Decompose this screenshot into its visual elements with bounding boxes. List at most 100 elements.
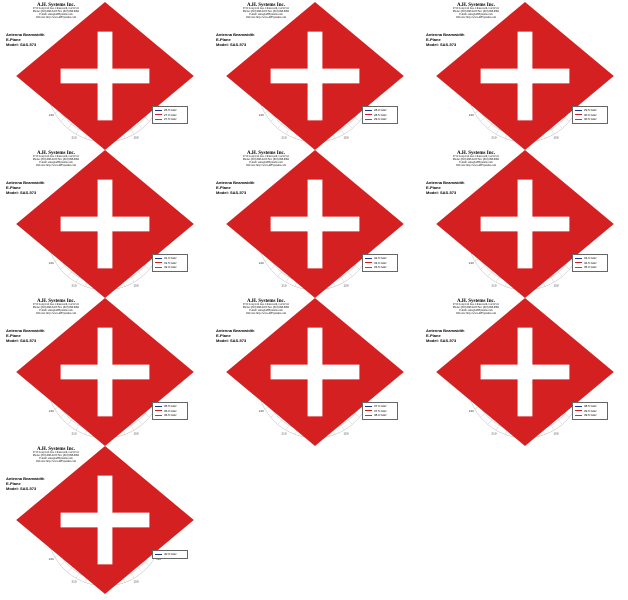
legend-label: 31.0 GHz (164, 256, 177, 261)
company-address-line: Phone: (818) 998-0223 Fax: (818) 998-689… (452, 10, 500, 14)
chart-panel: 03060901201501802102402703003300-5-10-15… (212, 2, 418, 150)
chart-title-line: E-Plane (6, 185, 21, 190)
legend-label: 35.5 GHz (164, 404, 177, 409)
company-address-line: E-mail: sales@AHSystems.com (39, 309, 73, 313)
chart-title: Antenna Beamwidth E-Plane Model: SAS-573 (216, 32, 254, 47)
company-header: A.H. Systems Inc. 9710 Cozycroft Ave. Cha… (226, 151, 306, 168)
company-address-line: Web site: http://www.AHSystems.com (35, 16, 77, 20)
legend-swatch (365, 405, 372, 407)
chart-panel: 03060901201501802102402703003300-5-10-15… (2, 446, 208, 594)
legend-entry: 36.5 GHz (155, 413, 185, 418)
chart-title-line: Model: SAS-573 (426, 338, 457, 343)
angle-tick-label: 120 (156, 557, 161, 561)
legend: 28.0 GHz 28.5 GHz 29.0 GHz (362, 106, 398, 124)
company-address-line: Web site: http://www.AHSystems.com (455, 312, 497, 316)
company-name: A.H. Systems Inc. (37, 151, 75, 156)
company-logo-icon (226, 298, 404, 446)
legend-label: 32.0 GHz (164, 265, 177, 270)
company-address-line: Phone: (818) 998-0223 Fax: (818) 998-689… (452, 158, 500, 162)
chart-panel: 03060901201501802102402703003300-5-10-15… (212, 150, 418, 298)
company-address-line: E-mail: sales@AHSystems.com (39, 13, 73, 17)
logo-cross (60, 179, 150, 269)
company-address-line: Web site: http://www.AHSystems.com (35, 312, 77, 316)
angle-tick-label: 210 (71, 580, 76, 584)
chart-title-line: Antenna Beamwidth (6, 32, 45, 37)
legend-label: 33.0 GHz (374, 260, 387, 265)
chart-title-line: Model: SAS-573 (426, 190, 457, 195)
chart-panel: 03060901201501802102402703003300-5-10-15… (2, 2, 208, 150)
company-header: A.H. Systems Inc. 9710 Cozycroft Ave. Cha… (226, 3, 306, 20)
legend-swatch (575, 114, 582, 116)
logo-cross (480, 31, 570, 121)
legend-swatch (365, 118, 372, 120)
company-logo-icon (436, 150, 614, 298)
legend-label: 28.0 GHz (374, 108, 387, 113)
chart-title-line: Model: SAS-573 (426, 42, 457, 47)
logo-cross (270, 179, 360, 269)
chart-title-line: E-Plane (216, 333, 231, 338)
chart-title-line: Antenna Beamwidth (426, 328, 465, 333)
angle-tick-label: 240 (469, 261, 474, 265)
legend-swatch (575, 262, 582, 264)
angle-tick-label: 210 (491, 284, 496, 288)
legend-entry: 35.0 GHz (575, 265, 605, 270)
chart-title: Antenna Beamwidth E-Plane Model: SAS-573 (6, 476, 44, 491)
legend-entry: 29.5 GHz (575, 108, 605, 113)
company-header: A.H. Systems Inc. 9710 Cozycroft Ave. Cha… (436, 3, 516, 20)
chart-title-line: Model: SAS-573 (6, 486, 37, 491)
company-logo-icon (436, 2, 614, 150)
logo-cross (480, 327, 570, 417)
legend-label: 34.5 GHz (584, 260, 597, 265)
chart-panel: 03060901201501802102402703003300-5-10-15… (212, 298, 418, 446)
legend-entry: 33.0 GHz (365, 261, 395, 266)
legend-entry: 27.5 GHz (155, 117, 185, 122)
legend-swatch (365, 114, 372, 116)
chart-title: Antenna Beamwidth E-Plane Model: SAS-573 (216, 328, 254, 343)
company-logo-icon (436, 298, 614, 446)
company-logo-icon (16, 298, 194, 446)
chart-title-line: Antenna Beamwidth (6, 180, 45, 185)
legend-entry: 32.0 GHz (155, 265, 185, 270)
legend: 37.0 GHz 37.5 GHz 38.0 GHz (362, 402, 398, 420)
angle-tick-label: 150 (553, 136, 558, 140)
company-address-line: E-mail: sales@AHSystems.com (249, 161, 283, 165)
legend-swatch (155, 257, 162, 259)
company-header: A.H. Systems Inc. 9710 Cozycroft Ave. Cha… (16, 151, 96, 168)
company-address-line: E-mail: sales@AHSystems.com (39, 161, 73, 165)
legend-entry: 26.5 GHz (155, 108, 185, 113)
company-address-line: 9710 Cozycroft Ave. Chatsworth, CA 91311 (453, 303, 499, 307)
company-address-line: Phone: (818) 998-0223 Fax: (818) 998-689… (242, 158, 290, 162)
company-name: A.H. Systems Inc. (37, 299, 75, 304)
chart-panel: 03060901201501802102402703003300-5-10-15… (2, 298, 208, 446)
company-header: A.H. Systems Inc. 9710 Cozycroft Ave. Cha… (436, 151, 516, 168)
company-address-line: 9710 Cozycroft Ave. Chatsworth, CA 91311 (33, 155, 79, 159)
legend-entry: 28.5 GHz (365, 113, 395, 118)
logo-cross (60, 475, 150, 565)
legend-entry: 38.5 GHz (575, 404, 605, 409)
logo-cross (60, 327, 150, 417)
company-address-line: E-mail: sales@AHSystems.com (459, 309, 493, 313)
chart-panel: 03060901201501802102402703003300-5-10-15… (2, 150, 208, 298)
legend-entry: 38.0 GHz (365, 413, 395, 418)
angle-tick-label: 150 (343, 432, 348, 436)
logo-cross (60, 31, 150, 121)
angle-tick-label: 150 (343, 284, 348, 288)
legend-label: 37.0 GHz (374, 404, 387, 409)
chart-title-line: E-Plane (426, 37, 441, 42)
angle-tick-label: 210 (281, 432, 286, 436)
angle-tick-label: 150 (133, 432, 138, 436)
company-address-line: E-mail: sales@AHSystems.com (249, 309, 283, 313)
chart-title: Antenna Beamwidth E-Plane Model: SAS-573 (6, 32, 44, 47)
legend-label: 33.5 GHz (374, 265, 387, 270)
angle-tick-label: 150 (133, 580, 138, 584)
legend-label: 30.5 GHz (584, 117, 597, 122)
chart-title-line: Antenna Beamwidth (6, 328, 45, 333)
company-address-line: E-mail: sales@AHSystems.com (459, 161, 493, 165)
angle-tick-label: 210 (281, 284, 286, 288)
company-address-line: Web site: http://www.AHSystems.com (35, 164, 77, 168)
company-name: A.H. Systems Inc. (37, 447, 75, 452)
angle-tick-label: 240 (49, 113, 54, 117)
company-address-line: 9710 Cozycroft Ave. Chatsworth, CA 91311 (33, 451, 79, 455)
legend-swatch (155, 553, 162, 555)
legend-swatch (575, 257, 582, 259)
